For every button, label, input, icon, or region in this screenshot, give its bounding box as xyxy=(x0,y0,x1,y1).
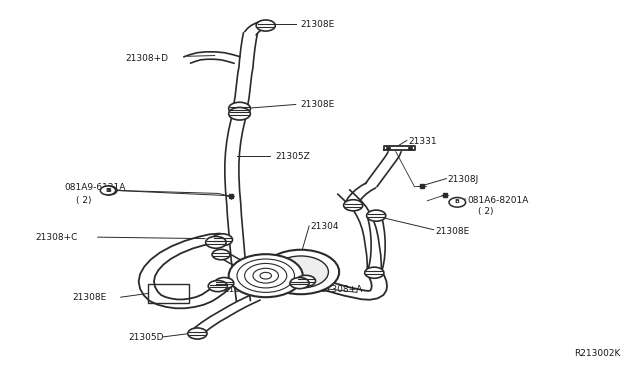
Circle shape xyxy=(212,249,230,260)
Circle shape xyxy=(228,102,250,115)
Circle shape xyxy=(273,256,328,288)
Text: 21308+C: 21308+C xyxy=(36,233,78,243)
Text: 21308E: 21308E xyxy=(301,20,335,29)
Text: B: B xyxy=(455,199,460,205)
Text: 21308E: 21308E xyxy=(435,227,469,236)
Circle shape xyxy=(208,280,227,292)
Circle shape xyxy=(256,20,275,31)
Text: 21308E: 21308E xyxy=(301,100,335,109)
Text: ( 2): ( 2) xyxy=(478,208,494,217)
Polygon shape xyxy=(184,52,240,63)
Polygon shape xyxy=(244,21,268,35)
Text: 21308J: 21308J xyxy=(448,175,479,184)
Circle shape xyxy=(290,278,309,289)
Circle shape xyxy=(100,186,116,195)
Text: R213002K: R213002K xyxy=(574,349,620,358)
Text: 21308+A: 21308+A xyxy=(320,285,362,294)
Polygon shape xyxy=(218,252,255,272)
Text: 21308+D: 21308+D xyxy=(125,54,168,62)
Circle shape xyxy=(228,108,250,120)
Text: 21305D: 21305D xyxy=(129,333,164,343)
Polygon shape xyxy=(384,146,415,150)
Polygon shape xyxy=(344,183,376,208)
Circle shape xyxy=(102,186,117,195)
Text: 081A9-6121A: 081A9-6121A xyxy=(65,183,126,192)
Text: 081A6-8201A: 081A6-8201A xyxy=(467,196,528,205)
Circle shape xyxy=(365,267,384,278)
Text: 21331: 21331 xyxy=(408,137,436,146)
Circle shape xyxy=(367,210,386,221)
Polygon shape xyxy=(190,294,260,336)
Circle shape xyxy=(214,278,234,289)
Text: 21308E: 21308E xyxy=(72,294,106,302)
Polygon shape xyxy=(365,149,401,187)
Text: 21305: 21305 xyxy=(250,270,278,279)
Polygon shape xyxy=(139,234,232,308)
Text: ( 2): ( 2) xyxy=(76,196,92,205)
Polygon shape xyxy=(367,215,385,273)
Circle shape xyxy=(449,198,466,207)
Polygon shape xyxy=(338,190,381,272)
Circle shape xyxy=(262,250,339,294)
Circle shape xyxy=(228,254,303,297)
Circle shape xyxy=(212,234,232,246)
Polygon shape xyxy=(304,271,387,300)
Text: 21305Z: 21305Z xyxy=(275,152,310,161)
Circle shape xyxy=(296,275,316,286)
Polygon shape xyxy=(225,33,257,301)
Text: 21308E: 21308E xyxy=(223,285,257,294)
Circle shape xyxy=(188,328,207,339)
Text: B: B xyxy=(107,187,112,193)
Circle shape xyxy=(344,200,363,211)
Circle shape xyxy=(205,236,226,248)
Text: 21304: 21304 xyxy=(310,222,339,231)
Text: B: B xyxy=(106,187,111,193)
